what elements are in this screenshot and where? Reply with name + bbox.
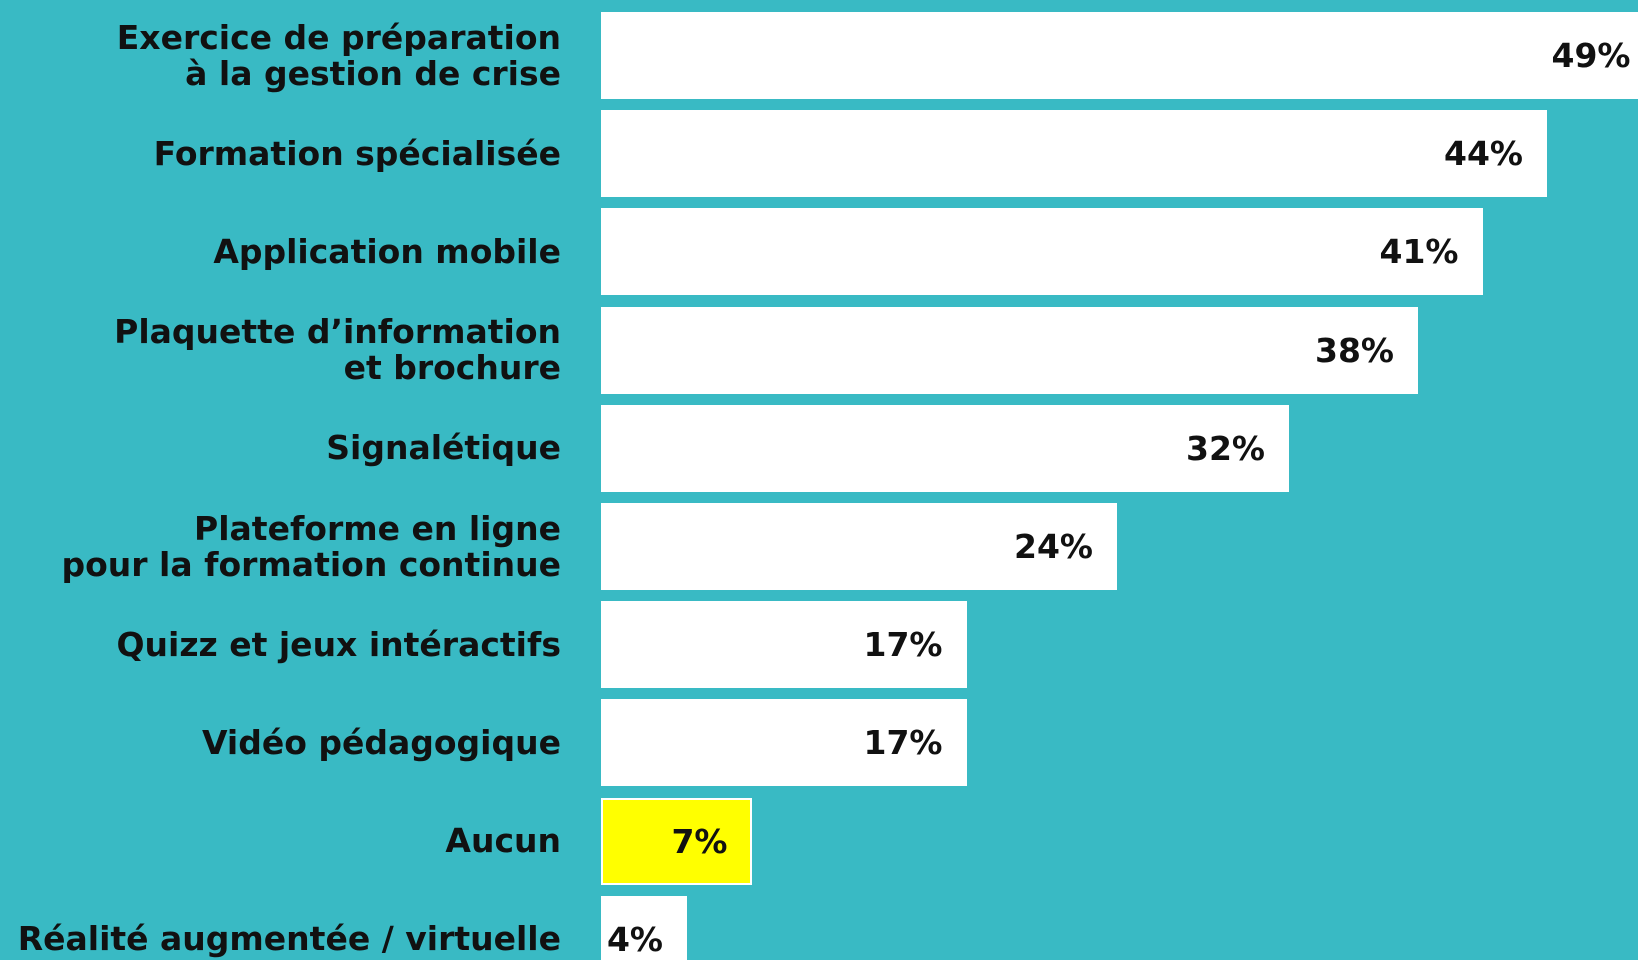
value-label: 7% bbox=[671, 821, 728, 861]
category-label: Réalité augmentée / virtuelle bbox=[17, 919, 561, 959]
bar bbox=[601, 306, 1418, 394]
category-label: Plateforme en ligne pour la formation co… bbox=[61, 508, 562, 584]
category-label: Signalétique bbox=[326, 428, 561, 468]
bar bbox=[601, 895, 687, 960]
bar bbox=[601, 503, 1117, 590]
category-label: Exercice de préparation à la gestion de … bbox=[116, 17, 561, 93]
bar bbox=[601, 12, 1638, 99]
bar bbox=[601, 601, 967, 689]
value-label: 44% bbox=[1444, 134, 1523, 174]
bar bbox=[601, 208, 1483, 296]
category-label: Aucun bbox=[445, 821, 561, 861]
category-label: Plaquette d’information et brochure bbox=[114, 312, 561, 388]
value-label: 38% bbox=[1315, 330, 1394, 370]
category-label: Formation spécialisée bbox=[153, 133, 561, 173]
value-label: 17% bbox=[863, 723, 943, 763]
value-label: 49% bbox=[1551, 36, 1631, 75]
bar bbox=[601, 404, 1289, 492]
category-label: Application mobile bbox=[213, 231, 561, 271]
value-label: 24% bbox=[1014, 527, 1093, 566]
value-label: 4% bbox=[606, 919, 663, 959]
bar bbox=[601, 797, 752, 885]
value-label: 17% bbox=[863, 625, 943, 665]
bar bbox=[601, 699, 967, 787]
value-label: 32% bbox=[1186, 428, 1265, 468]
category-label: Quizz et jeux intéractifs bbox=[116, 624, 561, 664]
bar bbox=[601, 110, 1547, 198]
value-label: 41% bbox=[1379, 232, 1459, 272]
category-label: Vidéo pédagogique bbox=[201, 722, 561, 762]
